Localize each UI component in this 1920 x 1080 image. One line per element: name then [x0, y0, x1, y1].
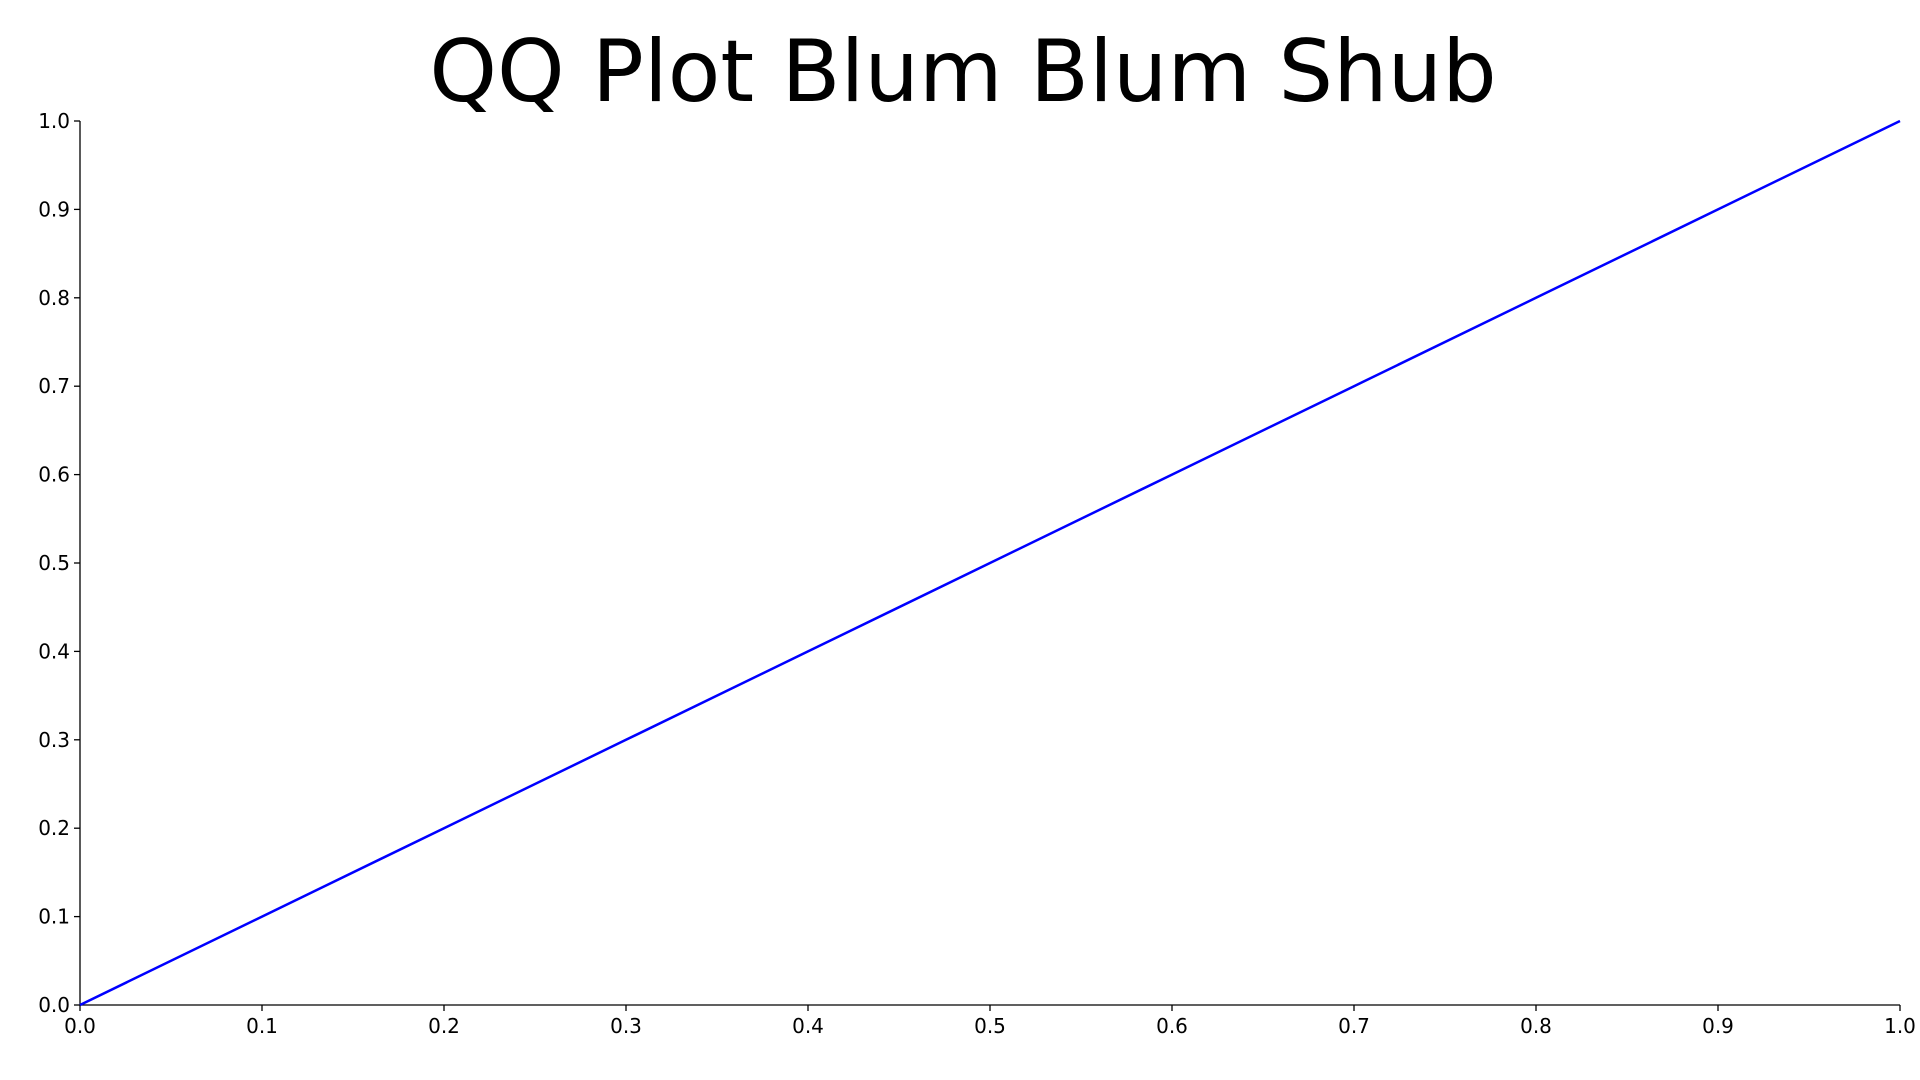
x-tick-label: 0.1: [246, 1014, 278, 1038]
x-tick-label: 0.9: [1702, 1014, 1734, 1038]
y-axis-ticks: 0.0 0.1 0.2 0.3 0.4 0.5 0.6 0.7 0.8 0.9 1.0: [38, 109, 80, 1017]
chart-title: QQ Plot Blum Blum Shub: [429, 22, 1497, 122]
x-tick-label: 0.3: [610, 1014, 642, 1038]
y-tick-label: 0.4: [38, 639, 70, 663]
y-tick-label: 0.3: [38, 728, 70, 752]
y-tick-label: 0.2: [38, 816, 70, 840]
y-tick-label: 0.8: [38, 286, 70, 310]
x-tick-label: 0.2: [428, 1014, 460, 1038]
x-tick-label: 0.7: [1338, 1014, 1370, 1038]
x-tick-label: 1.0: [1884, 1014, 1916, 1038]
x-tick-label: 0.0: [64, 1014, 96, 1038]
y-tick-label: 0.7: [38, 374, 70, 398]
y-tick-label: 0.1: [38, 905, 70, 929]
y-tick-label: 0.5: [38, 551, 70, 575]
y-tick-label: 0.0: [38, 993, 70, 1017]
y-tick-label: 1.0: [38, 109, 70, 133]
x-tick-label: 0.5: [974, 1014, 1006, 1038]
qq-series-line: [79, 119, 1901, 1007]
x-axis-ticks: 0.0 0.1 0.2 0.3 0.4 0.5 0.6 0.7 0.8 0.9 1.0: [64, 1005, 1916, 1038]
series-layer: [79, 119, 1901, 1007]
x-tick-label: 0.4: [792, 1014, 824, 1038]
x-tick-label: 0.6: [1156, 1014, 1188, 1038]
x-tick-label: 0.8: [1520, 1014, 1552, 1038]
y-tick-label: 0.9: [38, 197, 70, 221]
y-tick-label: 0.6: [38, 463, 70, 487]
